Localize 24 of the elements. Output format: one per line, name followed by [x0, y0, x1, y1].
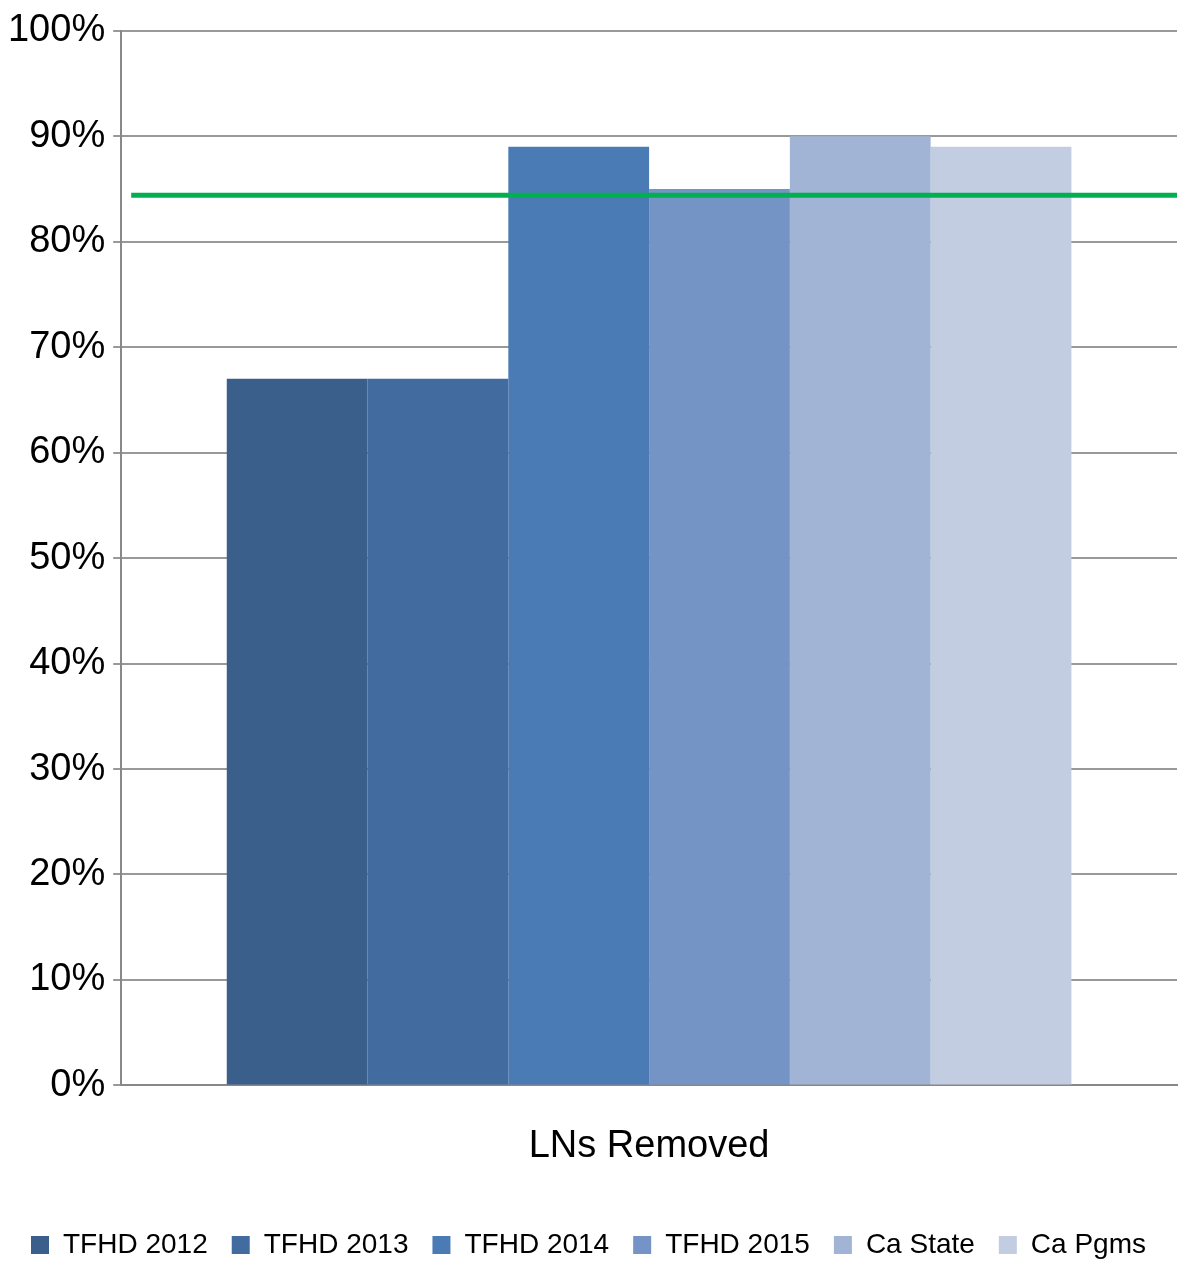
bar: [789, 136, 931, 1085]
x-tick-label: LNs Removed: [528, 1122, 770, 1165]
y-tick-label: 70%: [29, 323, 106, 366]
legend-label: TFHD 2013: [263, 1227, 409, 1259]
legend-label: TFHD 2014: [464, 1227, 610, 1259]
y-tick-label: 40%: [29, 640, 106, 683]
y-tick-label: 80%: [29, 218, 106, 261]
legend-label: TFHD 2015: [665, 1227, 810, 1259]
y-tick-label: 60%: [29, 429, 106, 472]
legend-label: TFHD 2012: [63, 1227, 208, 1259]
bar: [367, 378, 509, 1085]
y-tick-label: 90%: [29, 112, 106, 155]
legend-label: Ca State: [865, 1227, 975, 1259]
bar: [226, 378, 368, 1085]
y-tick-label: 50%: [29, 534, 106, 577]
bar: [649, 188, 790, 1085]
y-tick-label: 10%: [29, 956, 106, 999]
bar: [508, 146, 650, 1085]
legend-label: Ca Pgms: [1030, 1227, 1146, 1259]
y-tick-label: 100%: [7, 7, 106, 50]
bar: [930, 146, 1072, 1085]
y-tick-label: 0%: [50, 1061, 106, 1104]
y-tick-label: 20%: [29, 850, 106, 893]
y-tick-label: 30%: [29, 745, 106, 788]
